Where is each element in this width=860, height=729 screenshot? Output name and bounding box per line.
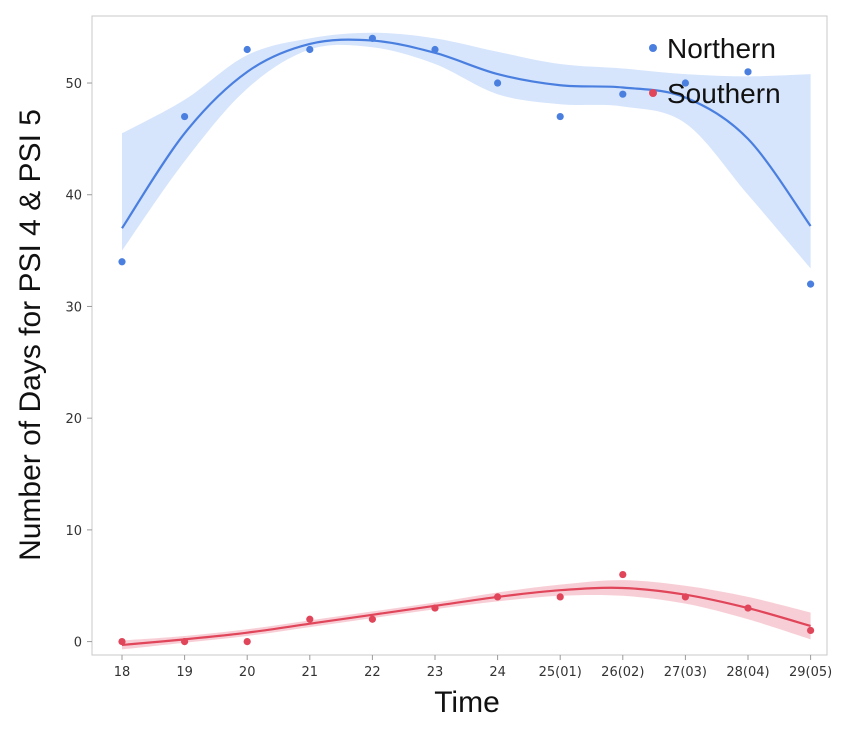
data-point-southern — [807, 626, 815, 635]
data-point-southern — [118, 637, 126, 646]
data-point-northern — [494, 79, 502, 87]
data-point-northern — [744, 68, 752, 76]
y-axis: 0 10 20 30 40 50 — [65, 77, 92, 651]
legend: Northern Southern — [649, 33, 781, 109]
x-tick-label: 18 — [114, 665, 131, 680]
y-tick-label: 0 — [74, 636, 82, 651]
x-tick-label: 21 — [302, 665, 319, 680]
y-tick-label: 40 — [65, 189, 82, 204]
data-point-southern — [494, 593, 502, 601]
data-point-southern — [431, 604, 439, 612]
y-axis-title: Number of Days for PSI 4 & PSI 5 — [14, 109, 47, 561]
data-point-northern — [243, 45, 251, 54]
x-tick-label: 27(03) — [664, 665, 707, 680]
x-tick-label: 19 — [176, 665, 193, 680]
data-point-southern — [556, 593, 564, 601]
data-point-southern — [681, 593, 690, 601]
data-point-northern — [681, 79, 690, 87]
data-point-southern — [243, 637, 251, 646]
legend-label-southern: Southern — [667, 78, 781, 109]
data-point-northern — [368, 34, 376, 42]
y-tick-label: 20 — [65, 412, 82, 427]
data-point-northern — [807, 280, 815, 288]
series-northern — [118, 32, 815, 288]
x-tick-label: 24 — [489, 665, 506, 680]
x-axis: 18 19 20 21 22 23 24 25(01) 26(02) 27(03) 28(04) 29… — [114, 655, 832, 680]
data-point-northern — [431, 45, 439, 54]
data-point-northern — [556, 112, 564, 121]
data-point-northern — [306, 45, 314, 54]
x-tick-label: 25(01) — [539, 665, 582, 680]
data-point-northern — [181, 112, 189, 121]
data-point-southern — [744, 604, 752, 612]
legend-label-northern: Northern — [667, 33, 776, 64]
y-tick-label: 30 — [65, 300, 82, 315]
data-point-northern — [118, 258, 126, 266]
x-tick-label: 28(04) — [726, 665, 769, 680]
fit-line-southern — [121, 586, 811, 647]
data-point-southern — [619, 570, 627, 579]
x-tick-label: 23 — [427, 665, 444, 680]
data-point-northern — [619, 90, 627, 98]
y-tick-label: 50 — [65, 77, 82, 92]
x-axis-title: Time — [434, 686, 500, 719]
series-southern — [118, 570, 815, 650]
x-tick-label: 20 — [239, 665, 256, 680]
series-layer — [118, 32, 815, 650]
x-tick-label: 22 — [364, 665, 381, 680]
data-point-southern — [306, 615, 314, 623]
legend-marker-southern — [649, 89, 657, 97]
data-point-southern — [368, 615, 376, 623]
y-tick-label: 10 — [65, 524, 82, 539]
legend-marker-northern — [649, 44, 657, 52]
x-tick-label: 29(05) — [789, 665, 832, 680]
confidence-band-northern — [122, 32, 811, 269]
fit-line-northern — [121, 38, 812, 229]
x-tick-label: 26(02) — [601, 665, 644, 680]
data-point-southern — [181, 637, 189, 646]
